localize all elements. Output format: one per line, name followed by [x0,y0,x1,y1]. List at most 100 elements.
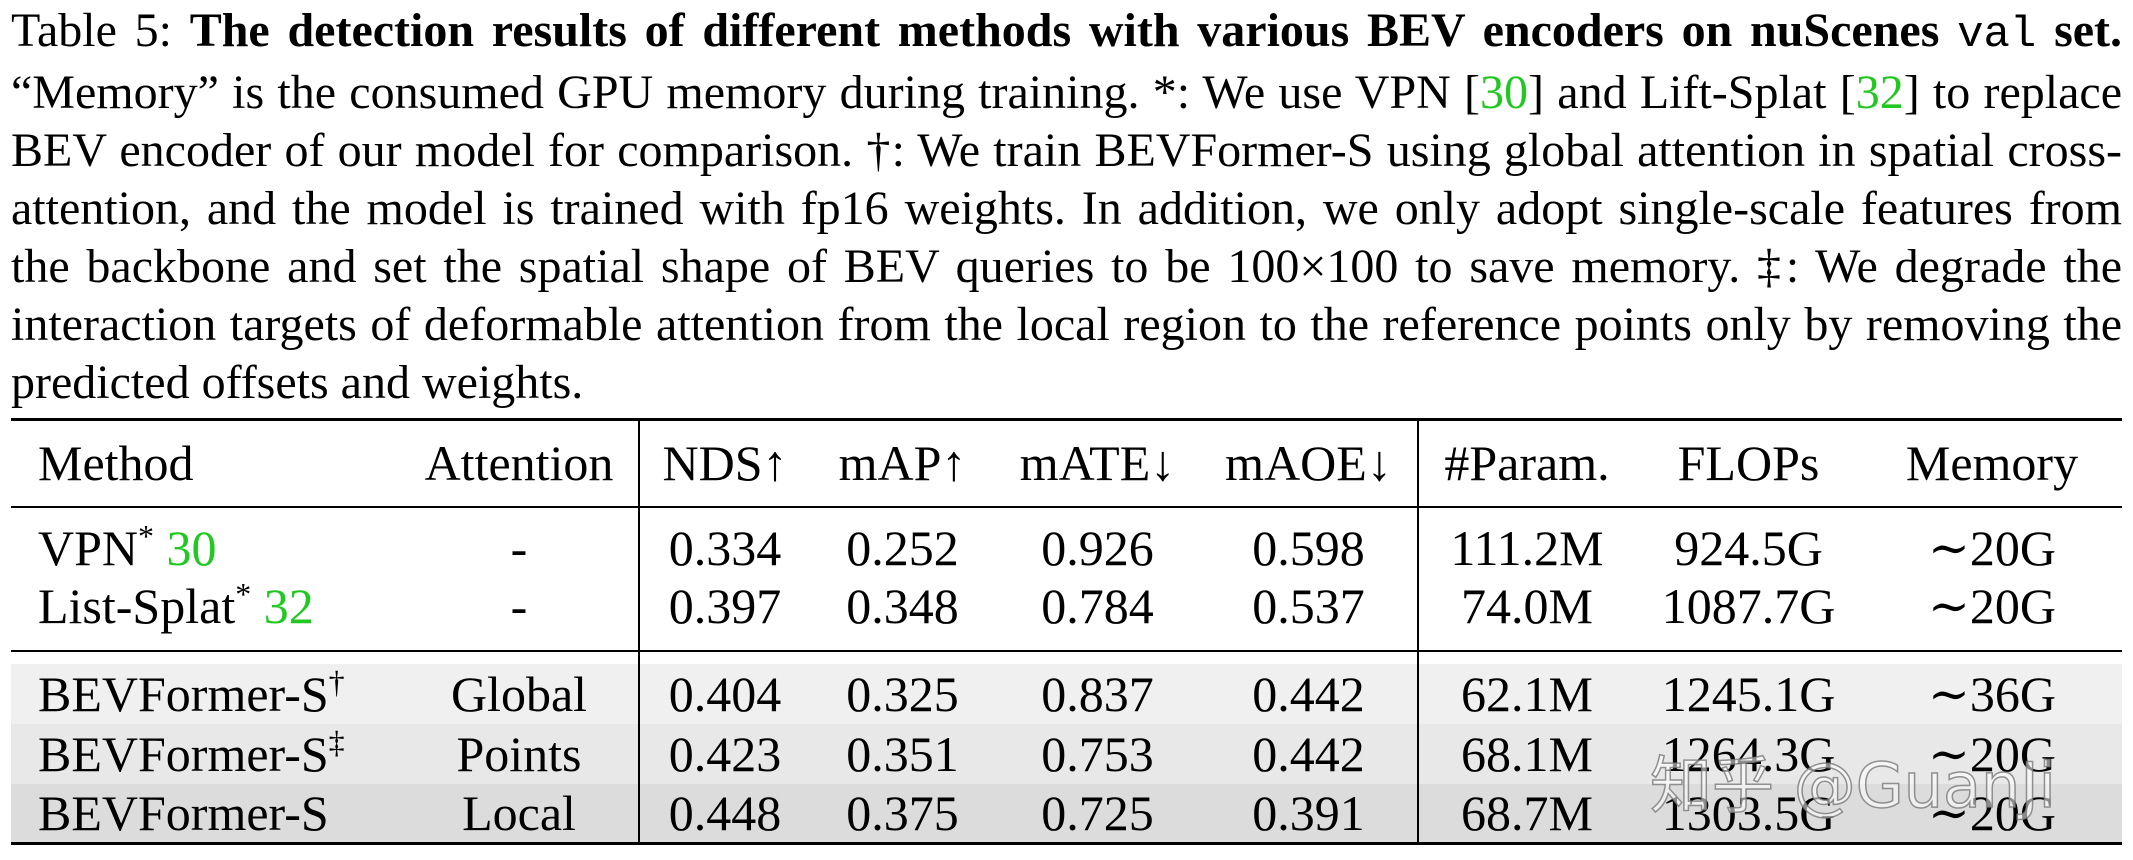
column-header: FLOPs [1677,435,1820,492]
table-cell: 0.537 [1252,577,1365,634]
column-header: #Param. [1417,419,1635,507]
spacer-row [11,506,2122,519]
column-header: Memory [1905,435,2079,492]
table-cell: ∼20G [1927,577,2056,634]
table-cell: 1245.1G [1661,665,1836,722]
method-mark: * [235,575,252,612]
table-cell: 1087.7G [1661,577,1836,634]
column-header: mAP↑ [838,435,967,492]
spacer-cell [1417,506,1635,519]
header-row: Method Attention NDS↑ mAP↑ mATE↓ mAOE↓ #Param.… [11,419,2122,507]
table-cell: 0.351 [846,725,959,782]
table-row: List-Splat* 32 - 0.397 0.348 0.784 0.537 74.0M… [11,576,2122,635]
table-header: Method Attention NDS↑ mAP↑ mATE↓ mAOE↓ #Param.… [11,419,2122,507]
table-cell: 0.442 [1252,665,1365,722]
spacer-cell [995,635,1200,651]
method-name: List-Splat [38,577,236,634]
spacer-cell [1862,651,2122,664]
caption-label: Table 5: [11,4,172,57]
table-row: BEVFormer-S‡ Points 0.423 0.351 0.753 0.442 68… [11,723,2122,784]
spacer-cell [1200,651,1418,664]
column-header: mATE↓ [1019,435,1176,492]
table-cell: 0.442 [1252,725,1365,782]
table-cell: 68.1M [1417,723,1635,784]
method-cell: List-Splat* 32 [11,577,400,635]
spacer-cell [1862,507,2122,519]
method-name: BEVFormer-S [38,784,329,841]
spacer-cell [11,507,400,519]
column-header: Method [38,435,194,492]
spacer-cell [995,651,1200,664]
spacer-row [11,634,2122,651]
table-cell: ∼20G [1927,725,2056,782]
method-cell: BEVFormer-S [11,784,400,844]
table-cell: 924.5G [1674,519,1823,576]
method-cell: BEVFormer-S† [11,664,400,724]
table-body: VPN* 30 - 0.334 0.252 0.926 0.598 111.2M 924.5G… [11,506,2122,844]
spacer-cell [638,634,810,651]
spacer-cell [1635,635,1862,651]
table-cell: Points [456,725,582,782]
table-cell: Local [462,784,576,841]
method-mark: ‡ [328,723,345,760]
table-cell: 0.397 [638,576,810,635]
watermark: 知乎 @GuanJi [1649,748,2056,823]
method-name: BEVFormer-S [38,665,329,722]
table-cell: 1303.5G [1661,784,1836,841]
table-cell: - [510,519,528,576]
table-cell: Global [450,665,588,722]
table-cell: 0.252 [846,519,959,576]
caption-title-end: set. [2054,4,2123,57]
spacer-cell [810,635,995,651]
citation[interactable]: 30 [1480,66,1529,119]
spacer-cell [400,635,639,651]
table-cell: 0.753 [1041,725,1154,782]
table-cell: 0.423 [638,723,810,784]
table-cell: 0.348 [846,577,959,634]
table-cell: 0.404 [638,663,810,724]
caption-text: ] to replace BEV encoder of our model fo… [11,66,2123,409]
caption-title: The detection results of different metho… [189,4,1940,57]
citation[interactable]: 32 [1855,66,1904,119]
spacer-cell [400,651,639,664]
method-cell: VPN* 30 [11,519,400,577]
spacer-cell [1417,634,1635,651]
spacer-cell [1200,635,1418,651]
column-header: Attention [424,435,614,492]
table-cell: 74.0M [1417,576,1635,635]
spacer-cell [638,506,810,519]
table-cell: 0.598 [1252,519,1365,576]
table-cell: 0.375 [846,784,959,841]
spacer-row [11,650,2122,664]
table-row: BEVFormer-S† Global 0.404 0.325 0.837 0.442 62… [11,663,2122,724]
table-cell: 111.2M [1417,518,1635,577]
caption-code: val [1957,10,2037,60]
table-cell: 68.7M [1417,783,1635,844]
table-cell: - [510,577,528,634]
table-cell: 0.325 [846,665,959,722]
spacer-cell [810,507,995,519]
spacer-cell [810,651,995,664]
table-cell: 1264.3G [1661,725,1836,782]
spacer-cell [11,651,400,664]
table-cell: 0.334 [638,518,810,577]
spacer-cell [995,507,1200,519]
method-name: BEVFormer-S [38,725,329,782]
spacer-cell [1417,650,1635,664]
spacer-cell [400,507,639,519]
spacer-cell [11,635,400,651]
method-mark: * [138,517,155,554]
table-cell: ∼36G [1927,665,2056,722]
table-row: VPN* 30 - 0.334 0.252 0.926 0.598 111.2M 924.5G… [11,518,2122,577]
spacer-cell [1862,635,2122,651]
table-cell: 0.926 [1041,519,1154,576]
citation[interactable]: 30 [166,519,217,576]
table-cell: 0.784 [1041,577,1154,634]
column-header: mAOE↓ [1225,435,1392,492]
table-row: BEVFormer-S Local 0.448 0.375 0.725 0.391 68.7… [11,783,2122,844]
table-cell: 0.837 [1041,665,1154,722]
spacer-cell [638,650,810,664]
table-cell: ∼20G [1927,784,2056,841]
citation[interactable]: 32 [263,577,314,634]
